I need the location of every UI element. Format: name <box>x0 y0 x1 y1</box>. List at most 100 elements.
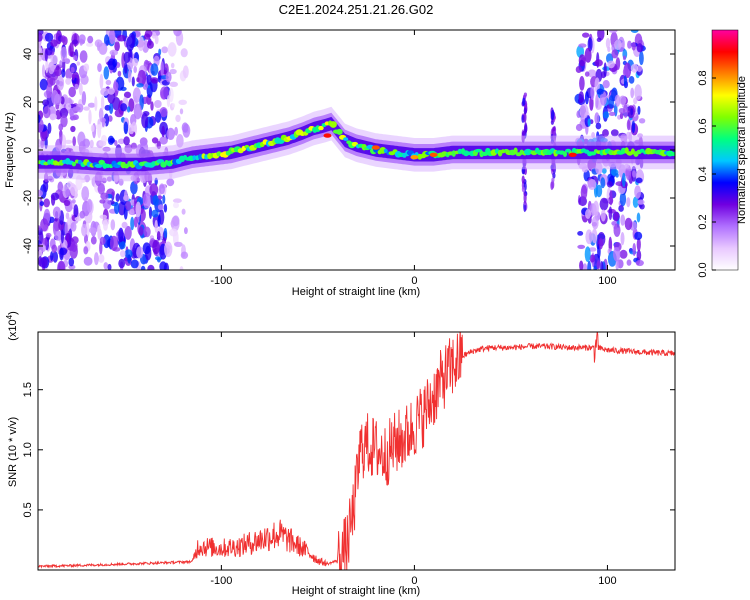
heatmap-cell <box>383 148 388 154</box>
heatmap-cell <box>523 112 527 123</box>
heatmap-cell <box>109 137 116 144</box>
heatmap-cell <box>109 49 119 56</box>
heatmap-cell <box>521 175 525 184</box>
heatmap-cell <box>588 247 597 252</box>
heatmap-cell <box>49 77 56 86</box>
heatmap-cell <box>38 189 43 197</box>
heatmap-cell <box>87 35 94 44</box>
heatmap-cell <box>129 208 135 215</box>
heatmap-cell <box>94 96 98 112</box>
heatmap-ridge-layer <box>38 106 675 182</box>
heatmap-cell <box>599 197 609 211</box>
heatmap-cell <box>126 106 131 113</box>
heatmap-cell <box>167 42 177 57</box>
snr-x-axis-label: Height of straight line (km) <box>292 585 420 597</box>
heatmap-cell <box>133 65 137 74</box>
heatmap-cell <box>87 102 96 108</box>
heatmap-cell <box>65 103 72 110</box>
heatmap-cell <box>70 125 76 133</box>
heatmap-cell <box>166 95 171 108</box>
heatmap-cell <box>103 219 108 231</box>
heatmap-cell <box>69 42 74 57</box>
heatmap-cell <box>169 81 178 88</box>
heatmap-cell <box>159 107 168 118</box>
heatmap-cell <box>81 91 87 106</box>
heatmap-cell <box>623 104 629 118</box>
heatmap-cell <box>38 114 41 124</box>
heatmap-cell <box>100 192 109 200</box>
heatmap-cell <box>150 63 159 76</box>
heatmap-cell <box>68 257 75 267</box>
heatmap-cell <box>611 49 619 59</box>
heatmap-cell <box>594 59 603 67</box>
heatmap-cell <box>148 206 153 219</box>
heatmap-cell <box>128 124 135 135</box>
heatmap-cell <box>83 63 90 72</box>
heatmap-cell <box>107 263 112 270</box>
heatmap-cell <box>625 64 629 78</box>
heatmap-cell <box>38 225 42 231</box>
heatmap-cell <box>628 76 635 84</box>
heatmap-cell <box>60 35 66 43</box>
heatmap-cell <box>174 241 183 247</box>
heatmap-cell <box>66 181 73 189</box>
heatmap-cell <box>71 73 75 81</box>
heatmap-cell <box>149 183 159 197</box>
heatmap-cell <box>79 210 86 219</box>
heatmap-cell <box>123 136 130 146</box>
heatmap-cell <box>68 86 76 98</box>
x-tick-label: 0 <box>411 575 417 587</box>
heatmap-cell <box>633 97 638 105</box>
snr-frame <box>37 331 676 571</box>
snr-plot-area <box>38 332 675 570</box>
heatmap-cell <box>38 231 44 244</box>
heatmap-cell <box>52 206 62 219</box>
heatmap-cell <box>523 92 528 97</box>
heatmap-cell <box>626 119 631 131</box>
heatmap-cell <box>42 64 45 78</box>
heatmap-cell <box>634 84 642 100</box>
heatmap-cell <box>587 69 597 78</box>
heatmap-cell <box>174 126 179 136</box>
heatmap-cell <box>606 181 613 188</box>
heatmap-cell <box>117 70 122 77</box>
heatmap-cell <box>82 138 90 149</box>
colorbar-frame <box>711 29 739 271</box>
heatmap-cell <box>157 204 164 211</box>
heatmap-cell <box>611 221 617 226</box>
heatmap-cell <box>60 46 68 63</box>
heatmap-cell <box>138 226 144 236</box>
heatmap-cell <box>159 136 168 145</box>
heatmap-cell <box>105 163 111 168</box>
heatmap-cell <box>627 40 632 49</box>
snr-y-scale-note: (x104) <box>5 311 20 341</box>
y-tick-label: 40 <box>22 48 34 60</box>
heatmap-cell <box>615 259 619 270</box>
heatmap-cell <box>97 63 102 73</box>
heatmap-cell <box>131 76 135 87</box>
heatmap-cell <box>584 71 590 77</box>
heatmap-cell <box>613 247 621 262</box>
heatmap-cell <box>603 62 607 78</box>
heatmap-cell <box>169 228 178 237</box>
heatmap-cell <box>577 244 586 249</box>
heatmap-cell <box>114 41 120 52</box>
heatmap-cell <box>595 94 599 109</box>
heatmap-cell <box>60 261 65 270</box>
heatmap-cell <box>76 61 81 66</box>
heatmap-cell <box>126 36 135 52</box>
snr-x-ticks: -100 0 100 <box>210 332 617 587</box>
heatmap-cell <box>521 186 526 193</box>
heatmap-cell <box>142 242 151 255</box>
heatmap-cell <box>130 181 138 195</box>
heatmap-cell <box>86 42 94 47</box>
x-tick-label: 100 <box>598 275 616 287</box>
heatmap-cell <box>65 77 72 85</box>
heatmap-cell <box>589 254 595 263</box>
heatmap-cell <box>101 117 106 128</box>
heatmap-cell <box>585 229 593 245</box>
heatmap-cell <box>90 124 95 133</box>
y-tick-label: 0 <box>22 147 34 153</box>
heatmap-cell <box>70 222 77 232</box>
